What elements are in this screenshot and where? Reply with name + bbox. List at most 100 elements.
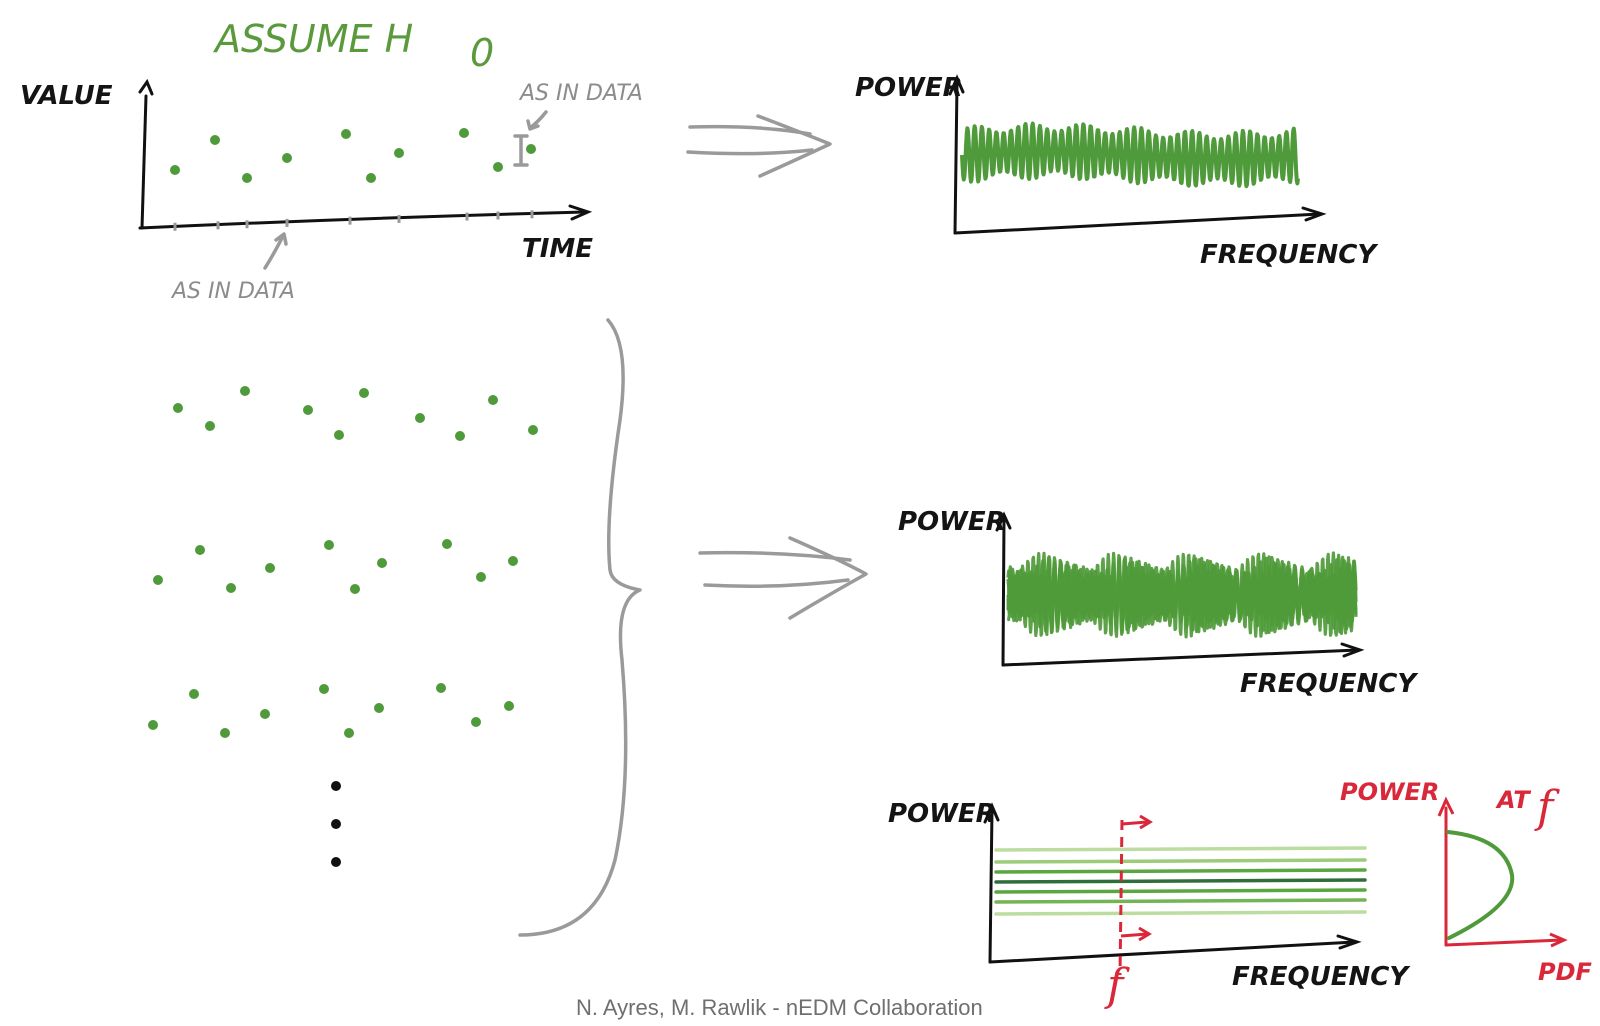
implies-arrow-middle — [698, 536, 868, 620]
band-line — [994, 858, 1367, 864]
band-line — [994, 868, 1367, 874]
time-axis — [138, 210, 587, 230]
data-point — [210, 135, 220, 145]
dataset-point — [359, 388, 369, 398]
frequency-marker-top-arrowhead — [1139, 814, 1153, 830]
footer-credit: N. Ayres, M. Rawlik - nEDM Collaboration — [576, 995, 983, 1020]
dataset-point — [442, 539, 452, 549]
single-spectrum-power-label: POWER — [855, 73, 963, 103]
overlaid-spectra-traces — [1006, 551, 1358, 639]
single-spectrum-x-arrowhead — [1301, 206, 1327, 222]
band-plot-x-arrowhead — [1336, 934, 1362, 950]
pdf-plot-x-label: PDF — [1538, 958, 1593, 986]
dataset-point — [319, 684, 329, 694]
dataset-point — [173, 403, 183, 413]
more-datasets-ellipsis — [331, 781, 341, 867]
dataset-point — [220, 728, 230, 738]
pdf-plot: POWER AT f PDF — [1340, 778, 1593, 986]
data-point — [282, 153, 292, 163]
data-points — [170, 128, 536, 183]
band-plot-power-label: POWER — [888, 799, 996, 829]
dataset-point — [303, 405, 313, 415]
dataset-row-3 — [148, 683, 514, 738]
data-point — [394, 148, 404, 158]
dataset-point — [508, 556, 518, 566]
ticks-annotation-arrow — [263, 234, 285, 270]
dataset-point — [334, 430, 344, 440]
dataset-point — [504, 701, 514, 711]
ellipsis-dot-2 — [331, 819, 341, 829]
many-spectra-x-axis — [1001, 648, 1360, 667]
dataset-point — [148, 720, 158, 730]
dataset-point — [153, 575, 163, 585]
dataset-point — [344, 728, 354, 738]
dataset-point — [205, 421, 215, 431]
value-axis-label: VALUE — [20, 81, 113, 111]
data-point — [366, 173, 376, 183]
many-spectra-y-arrowhead — [995, 511, 1012, 532]
dataset-point — [350, 584, 360, 594]
time-axis-arrowhead — [568, 204, 593, 221]
dataset-point — [377, 558, 387, 568]
dataset-point — [488, 395, 498, 405]
implies-line-2 — [686, 148, 814, 156]
data-point — [242, 173, 252, 183]
single-spectrum-trace — [960, 121, 1300, 189]
dataset-point — [528, 425, 538, 435]
pdf-plot-f-symbol: f — [1534, 782, 1560, 833]
value-axis-arrowhead — [138, 78, 154, 96]
curly-brace — [518, 318, 642, 937]
dataset-point — [265, 563, 275, 573]
dataset-point — [324, 540, 334, 550]
band-plot-frequency-label: FREQUENCY — [1232, 962, 1411, 992]
many-spectra-x-arrowhead — [1340, 642, 1365, 658]
dataset-point — [260, 709, 270, 719]
data-point — [341, 129, 351, 139]
data-point — [526, 144, 536, 154]
implies-arrowhead — [788, 536, 868, 620]
pdf-plot-at-label: AT — [1495, 786, 1531, 814]
ticks-annotation: AS IN DATA — [170, 279, 295, 304]
frequency-marker-line — [1118, 819, 1124, 976]
title-group: ASSUME H 0 — [212, 17, 494, 75]
implies-arrow-top — [686, 114, 832, 178]
dataset-row-1 — [173, 386, 538, 441]
dataset-point — [240, 386, 250, 396]
band-plot-x-axis — [988, 940, 1357, 964]
value-axis — [140, 94, 148, 230]
pdf-plot-x-axis — [1444, 938, 1564, 947]
frequency-marker-top-arrow — [1121, 820, 1149, 826]
frequency-marker-bottom-arrowhead — [1138, 926, 1152, 942]
single-spectrum-frequency-label: FREQUENCY — [1200, 240, 1379, 270]
dataset-point — [476, 572, 486, 582]
pdf-plot-power-label: POWER — [1340, 778, 1439, 806]
many-spectra-y-axis — [1001, 517, 1006, 667]
errorbar-annotation: AS IN DATA — [518, 81, 643, 106]
time-axis-label: TIME — [522, 234, 593, 264]
dataset-row-2 — [153, 539, 518, 594]
single-spectrum-x-axis — [953, 212, 1322, 235]
single-spectrum-y-arrowhead — [948, 74, 965, 96]
data-point — [459, 128, 469, 138]
errorbar-annotation-arrowhead — [526, 119, 540, 131]
ticks-annotation-arrowhead — [274, 232, 288, 246]
data-point — [493, 162, 503, 172]
band-line — [994, 878, 1367, 884]
many-spectra-power-label: POWER — [898, 507, 1006, 537]
implies-line-2 — [703, 578, 850, 588]
many-spectra-plot: POWER FREQUENCY — [898, 507, 1419, 699]
band-line — [994, 898, 1367, 904]
dataset-point — [195, 545, 205, 555]
band-line — [994, 910, 1367, 916]
time-ticks — [173, 210, 534, 231]
frequency-marker-label: f — [1104, 960, 1130, 1011]
dataset-point — [226, 583, 236, 593]
time-series-plot: VALUE AS IN DATA TIME AS IN DATA — [20, 78, 643, 304]
pdf-plot-x-arrowhead — [1549, 932, 1568, 948]
ellipsis-dot-1 — [331, 781, 341, 791]
error-bar — [513, 134, 529, 167]
dataset-point — [189, 689, 199, 699]
band-line — [994, 846, 1367, 852]
dataset-point — [374, 703, 384, 713]
pdf-plot-y-arrowhead — [1437, 796, 1455, 817]
